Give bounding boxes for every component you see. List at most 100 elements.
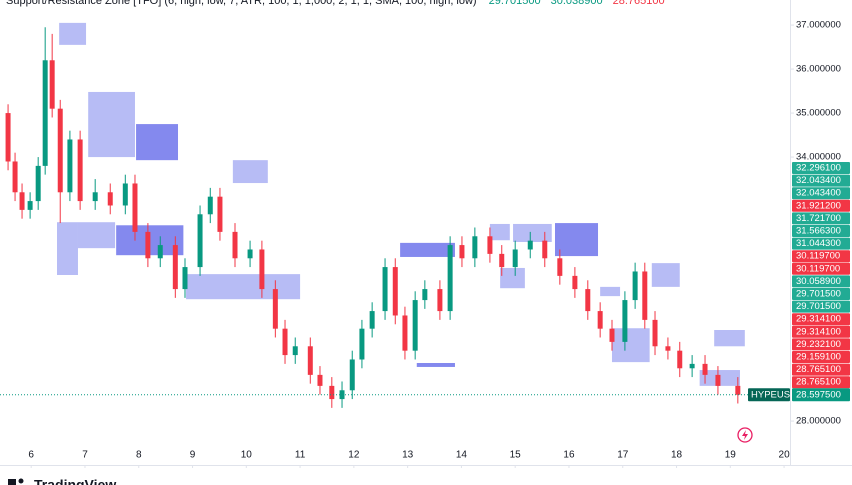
candle-body: [157, 245, 163, 259]
y-tick-label: 35.000000: [796, 108, 841, 119]
sr-zone: [489, 223, 510, 241]
candle-body: [472, 236, 478, 259]
price-tag-label: 28.765100: [796, 364, 841, 375]
sr-zone: [186, 274, 301, 300]
price-tag-label: 31.566300: [796, 226, 841, 237]
candle-body: [107, 192, 113, 206]
logo-dot: [18, 478, 24, 484]
candle-body: [5, 113, 11, 162]
symbol-tag: [748, 388, 790, 402]
price-tag: [792, 287, 850, 300]
legend-title: Support/Resistance Zone [TFO] (6, high, …: [6, 0, 477, 7]
candle-body: [392, 267, 398, 316]
price-tag-label: 29.159100: [796, 352, 841, 363]
sr-zone: [500, 267, 525, 289]
x-tick-label: 16: [563, 450, 575, 461]
candle-body: [35, 165, 41, 202]
candle-body: [145, 231, 151, 259]
x-tick-label: 17: [617, 450, 629, 461]
sr-zone: [400, 242, 455, 257]
candle-body: [42, 60, 48, 166]
y-tick-label: 28.000000: [796, 416, 841, 427]
candle-body: [632, 271, 638, 301]
candle-body: [317, 374, 323, 386]
sr-zone: [714, 330, 745, 347]
x-tick-label: 7: [82, 450, 88, 461]
price-tag-label: 29.314100: [796, 314, 841, 325]
lightning-icon[interactable]: [737, 427, 753, 443]
candle-body: [412, 300, 418, 351]
price-tag: [792, 174, 850, 187]
candle-body: [359, 328, 365, 360]
candle-body: [172, 245, 178, 290]
price-tag: [792, 187, 850, 200]
price-tag-label: 30.119700: [796, 263, 840, 274]
price-tag-label: 29.232100: [796, 339, 841, 350]
price-tag-label: 31.044300: [796, 238, 841, 249]
sr-zone: [611, 328, 650, 363]
brand-logo: TradingView: [8, 477, 116, 485]
candle-body: [702, 363, 708, 375]
last-price-tag: [792, 388, 850, 402]
candle-body: [689, 363, 695, 369]
price-tag-label: 29.314100: [796, 326, 841, 337]
candle-body: [597, 311, 603, 329]
candle-body: [622, 300, 628, 342]
price-tag: [792, 338, 850, 351]
price-tag: [792, 224, 850, 237]
price-tag: [792, 376, 850, 389]
x-tick-label: 10: [241, 450, 253, 461]
candle-body: [19, 192, 25, 210]
sr-zone: [57, 222, 78, 275]
candle-body: [512, 249, 518, 268]
candle-body: [557, 258, 563, 276]
candle-body: [232, 231, 238, 259]
candle-body: [349, 359, 355, 391]
candle-body: [499, 253, 505, 268]
candle-body: [282, 328, 288, 356]
x-tick-label: 19: [725, 450, 737, 461]
y-tick-label: 34.000000: [796, 152, 841, 163]
legend-value: 30.038900: [551, 0, 603, 7]
candle-body: [27, 201, 33, 210]
candle-body: [307, 346, 313, 375]
candle-body: [572, 275, 578, 290]
price-tag-label: 29.701500: [796, 289, 841, 300]
candle-body: [92, 192, 98, 202]
candle-body: [527, 240, 533, 250]
candle-body: [182, 267, 188, 290]
x-tick-label: 11: [295, 450, 306, 461]
candle-body: [132, 183, 138, 232]
candle-body: [57, 108, 63, 193]
y-tick-label: 37.000000: [796, 20, 841, 31]
price-tag-label: 31.721700: [796, 213, 841, 224]
icon-bolt[interactable]: [742, 430, 748, 440]
price-tag-label: 32.043400: [796, 175, 841, 186]
candle-body: [437, 289, 443, 312]
price-tag-label: 31.921200: [796, 200, 841, 211]
price-tag: [792, 363, 850, 376]
price-tag: [792, 161, 850, 174]
candle-body: [197, 214, 203, 268]
price-tag: [792, 350, 850, 363]
candle-body: [447, 245, 453, 312]
price-tag-label: 30.058900: [796, 276, 841, 287]
legend-value: 28.765100: [613, 0, 665, 7]
sr-zone: [136, 124, 179, 161]
price-tag: [792, 237, 850, 250]
sr-zone: [651, 263, 680, 287]
sr-zone: [232, 160, 268, 184]
x-tick-label: 8: [136, 450, 142, 461]
price-tag: [792, 275, 850, 288]
price-tag: [792, 262, 850, 275]
candle-body: [382, 267, 388, 312]
x-tick-label: 12: [348, 450, 360, 461]
candle-body: [459, 245, 465, 259]
candle-body: [585, 289, 591, 312]
legend-value: 29.701500: [489, 0, 541, 7]
x-tick-label: 13: [402, 450, 414, 461]
sr-zone: [600, 286, 621, 297]
price-tag-label: 28.765100: [796, 377, 841, 388]
price-tag-label: 32.043400: [796, 188, 841, 199]
icon-circle[interactable]: [737, 427, 753, 443]
